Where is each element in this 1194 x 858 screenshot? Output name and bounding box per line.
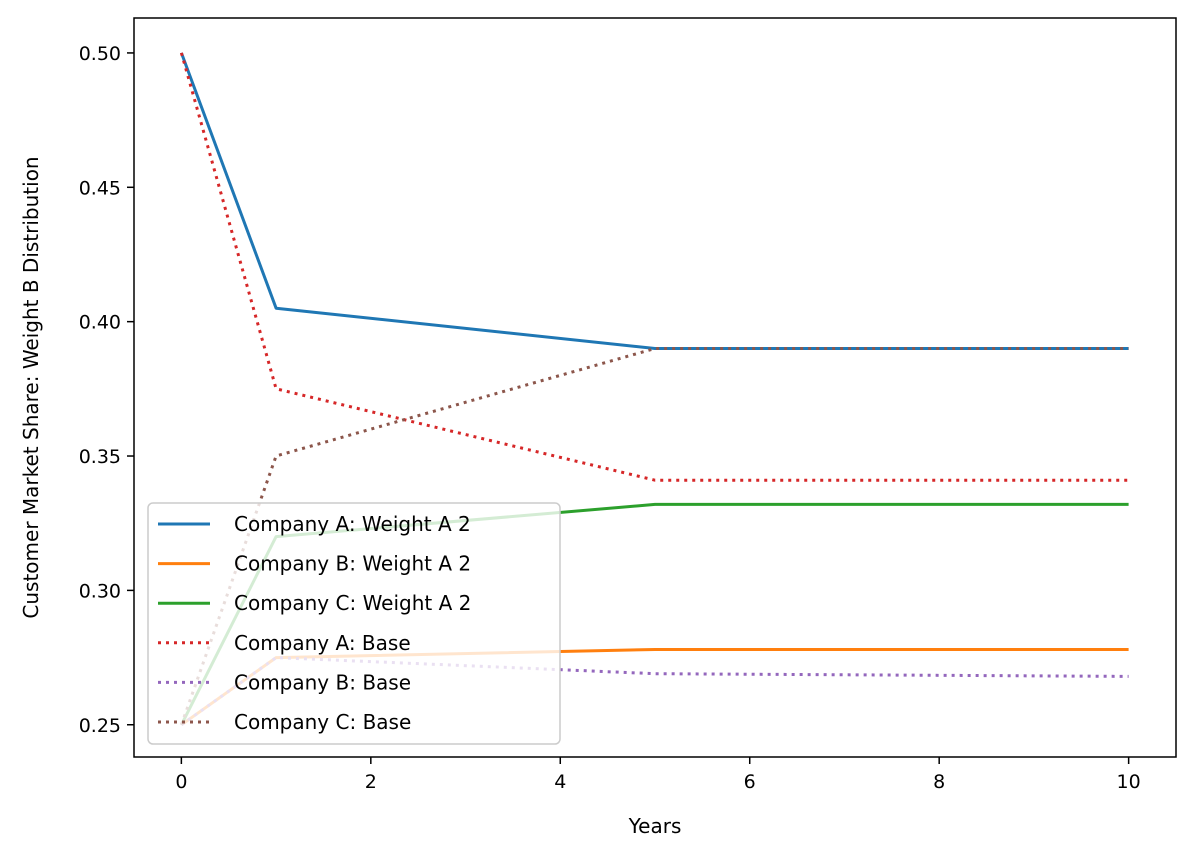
y-tick-label: 0.45: [79, 177, 121, 199]
y-tick-label: 0.50: [79, 43, 121, 65]
x-axis-label: Years: [628, 814, 682, 838]
x-tick-label: 0: [175, 771, 187, 793]
series-line-1: [179, 52, 1129, 350]
x-tick-label: 8: [933, 771, 945, 793]
x-tick-label: 10: [1117, 771, 1141, 793]
legend-label: Company A: Base: [234, 631, 411, 655]
legend-label: Company C: Base: [234, 710, 411, 734]
x-tick-label: 6: [744, 771, 756, 793]
x-axis: 0 2 4 6 8 10: [175, 757, 1141, 793]
x-tick-label: 4: [554, 771, 566, 793]
y-tick-label: 0.30: [79, 580, 121, 602]
x-tick-label: 2: [365, 771, 377, 793]
series-line-4: [179, 52, 1129, 482]
legend-label: Company B: Base: [234, 670, 411, 694]
legend-label: Company C: Weight A 2: [234, 591, 471, 615]
y-tick-label: 0.40: [79, 312, 121, 334]
y-tick-label: 0.35: [79, 446, 121, 468]
legend-box: [147, 502, 561, 745]
y-axis: 0.25 0.30 0.35 0.40 0.45 0.50: [79, 43, 134, 737]
y-axis-label: Customer Market Share: Weight B Distribu…: [19, 156, 43, 618]
legend-label: Company A: Weight A 2: [234, 512, 471, 536]
legend: Company A: Weight A 2 Company B: Weight A…: [147, 502, 561, 745]
legend-label: Company B: Weight A 2: [234, 552, 471, 576]
plot-area-frame: [133, 17, 1177, 758]
series-line-6: [179, 347, 1129, 726]
y-tick-label: 0.25: [79, 715, 121, 737]
